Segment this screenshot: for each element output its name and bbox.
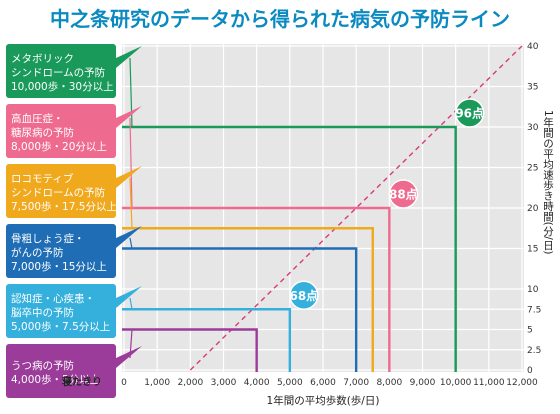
y-tick-label: 30 [527,123,539,133]
y-tick-label: 35 [527,83,538,93]
x-tick-label: 12,000 [506,378,538,388]
label-box-bg [6,104,116,158]
label-box-pointer [116,166,142,188]
threshold-line [122,308,292,372]
x-axis-title: 1年間の平均歩数(歩/日) [267,394,380,407]
label-box-pointer [116,286,142,308]
chart-title: 中之条研究のデータから得られた病気の予防ライン [50,7,510,31]
label-box-pointer [116,106,142,128]
label-box-text: 7,500歩・17.5分以上 [11,200,117,213]
threshold-line [122,328,258,372]
x-tick-label: 11,000 [473,378,505,388]
label-box-bg [6,164,116,218]
x-tick-label: 4,000 [244,378,270,388]
x-tick-label: 5,000 [277,378,303,388]
y-axis-title: 1年間の平均速歩き時間(分/日) [542,110,554,254]
label-box-text: 骨粗しょう症・ [11,232,85,245]
label-box-text: がんの予防 [11,246,64,259]
y-tick-label: 20 [527,204,539,214]
y-tick-label: 5 [527,326,533,336]
label-box-pointer [116,226,142,248]
score-label: 88点 [389,187,418,202]
score-badge [454,98,485,128]
label-box-text: 脳卒中の予防 [11,306,74,319]
x-tick-label: 8,000 [376,378,402,388]
x-tick-label: 1,000 [144,378,170,388]
label-box-text: 7,000歩・15分以上 [11,260,107,273]
x-tick-label: 6,000 [310,378,336,388]
label-box-text: 5,000歩・7.5分以上 [11,320,110,333]
label-box-pointer [116,46,142,68]
score-label: 96点 [455,106,484,121]
label-box-text: シンドロームの予防 [11,66,105,79]
x-tick-label: 9,000 [410,378,436,388]
y-tick-label: 2.5 [527,346,541,356]
threshold-line [122,247,358,372]
score-badge [388,179,419,209]
y-tick-label: 10 [527,285,539,295]
label-box-text: 4,000歩・5分以上 [11,373,100,386]
threshold-line [122,206,391,372]
x-tick-label: 2,000 [177,378,203,388]
label-box-text: 10,000歩・30分以上 [11,80,114,93]
label-box-text: 8,000歩・20分以上 [11,140,107,153]
label-box-pointer [116,346,142,368]
y-tick-label: 7.5 [527,305,541,315]
x-tick-label: 10,000 [440,378,472,388]
score-label: 68点 [289,288,318,303]
y-tick-label: 15 [527,245,538,255]
label-box-bg [6,224,116,278]
label-connector [129,117,133,209]
x-tick-label: 3,000 [211,378,237,388]
threshold-line [122,125,457,372]
label-box-bg [6,344,116,398]
label-connector [129,57,133,128]
label-connector [129,237,133,249]
x-tick-label: 7,000 [343,378,369,388]
label-box-bg [6,44,116,98]
bedridden-label: 寝たきり [62,375,102,388]
label-connector [129,177,133,229]
label-connector [129,297,133,310]
label-box-text: 高血圧症・ [11,112,64,125]
label-box-text: シンドロームの予防 [11,186,105,199]
label-box-text: うつ病の予防 [11,359,74,372]
x-tick-label: 0 [121,378,127,388]
y-tick-label: 0 [527,366,533,376]
label-box-text: 認知症・心疾患・ [11,292,95,305]
score-badge [289,280,319,310]
y-tick-label: 40 [527,42,539,52]
label-box-text: 糖尿病の予防 [11,126,74,139]
y-tick-label: 25 [527,164,538,174]
label-box-text: メタボリック [11,53,74,65]
label-box-text: ロコモティブ [11,172,74,185]
label-box-bg [6,284,116,338]
threshold-line [122,227,374,372]
bedridden-arrow-icon [110,377,116,385]
